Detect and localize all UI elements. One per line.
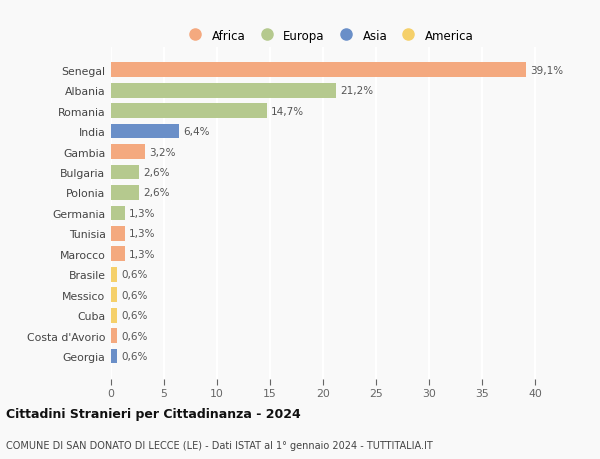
- Text: 3,2%: 3,2%: [149, 147, 176, 157]
- Bar: [111, 124, 179, 139]
- Text: 14,7%: 14,7%: [271, 106, 304, 117]
- Bar: [111, 63, 526, 78]
- Text: 0,6%: 0,6%: [122, 331, 148, 341]
- Text: 2,6%: 2,6%: [143, 188, 169, 198]
- Text: 0,6%: 0,6%: [122, 351, 148, 361]
- Text: 1,3%: 1,3%: [129, 208, 155, 218]
- Bar: [111, 206, 125, 221]
- Bar: [111, 329, 118, 343]
- Text: 21,2%: 21,2%: [340, 86, 373, 96]
- Text: 1,3%: 1,3%: [129, 229, 155, 239]
- Text: 0,6%: 0,6%: [122, 310, 148, 320]
- Text: 2,6%: 2,6%: [143, 168, 169, 178]
- Bar: [111, 165, 139, 180]
- Legend: Africa, Europa, Asia, America: Africa, Europa, Asia, America: [180, 26, 477, 46]
- Text: 0,6%: 0,6%: [122, 270, 148, 280]
- Bar: [111, 84, 336, 98]
- Bar: [111, 349, 118, 364]
- Bar: [111, 186, 139, 201]
- Bar: [111, 226, 125, 241]
- Text: Cittadini Stranieri per Cittadinanza - 2024: Cittadini Stranieri per Cittadinanza - 2…: [6, 407, 301, 420]
- Text: 1,3%: 1,3%: [129, 249, 155, 259]
- Text: COMUNE DI SAN DONATO DI LECCE (LE) - Dati ISTAT al 1° gennaio 2024 - TUTTITALIA.: COMUNE DI SAN DONATO DI LECCE (LE) - Dat…: [6, 440, 433, 450]
- Text: 0,6%: 0,6%: [122, 290, 148, 300]
- Bar: [111, 145, 145, 160]
- Bar: [111, 247, 125, 262]
- Text: 39,1%: 39,1%: [530, 66, 563, 76]
- Text: 6,4%: 6,4%: [183, 127, 209, 137]
- Bar: [111, 288, 118, 302]
- Bar: [111, 308, 118, 323]
- Bar: [111, 104, 267, 119]
- Bar: [111, 267, 118, 282]
